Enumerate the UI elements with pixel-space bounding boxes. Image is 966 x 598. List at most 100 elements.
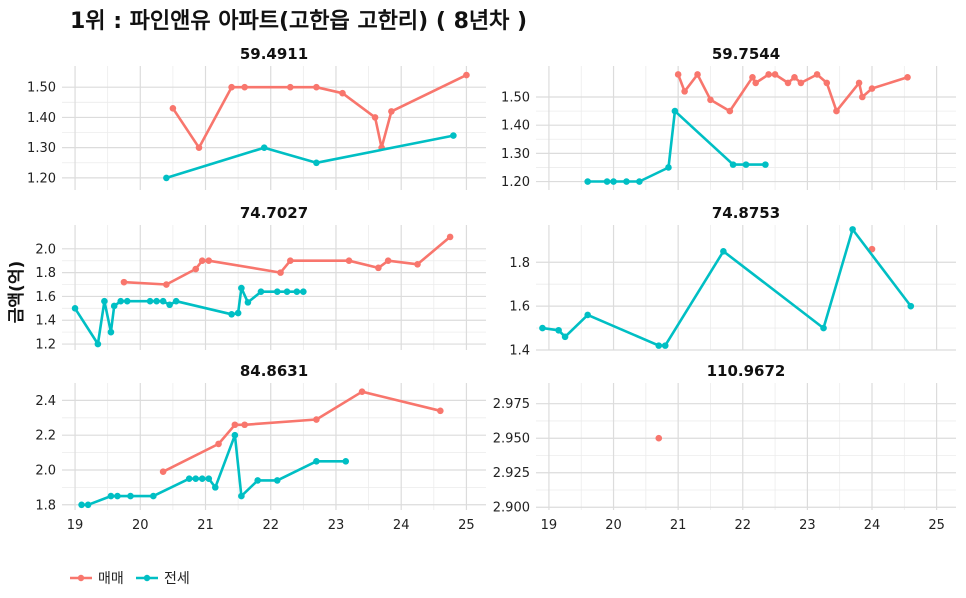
legend: 매매 전세: [70, 571, 190, 587]
data-point: [726, 107, 734, 115]
data-point: [791, 73, 798, 81]
data-point: [238, 492, 245, 500]
data-point: [293, 288, 301, 295]
x-tick-label: 19: [541, 518, 558, 533]
panel-74-8753: 74.8753 1.4 1.6 1.8: [509, 204, 956, 359]
data-point: [159, 468, 167, 476]
data-point: [707, 96, 714, 104]
data-point: [260, 144, 268, 151]
data-point: [655, 434, 663, 442]
panel-59-7544: 59.7544 1.20 1.30 1.40 1.50: [501, 45, 956, 190]
panel-110-9672: 110.9672 2.900 2.925 2.950 2.975 19 20 21 22 23 24…: [493, 362, 956, 533]
y-tick-label: 2.0: [35, 463, 56, 478]
panel-title: 74.7027: [240, 204, 308, 222]
data-point: [771, 71, 779, 78]
data-point: [358, 388, 366, 395]
data-point: [231, 431, 239, 439]
x-tick-label: 20: [132, 518, 149, 533]
data-point: [859, 93, 866, 101]
panel-grid: [62, 66, 486, 190]
legend-label-jeonse: 전세: [164, 571, 190, 587]
data-point: [228, 83, 235, 91]
data-point: [749, 73, 756, 81]
x-tick-label: 24: [393, 518, 410, 533]
series-line: [171, 73, 467, 149]
y-tick-label: 1.2: [35, 338, 56, 353]
x-tick-label: 19: [67, 518, 84, 533]
data-point: [211, 484, 219, 491]
x-tick-label: 24: [864, 518, 881, 533]
series-sale: [655, 434, 663, 442]
data-point: [610, 178, 617, 185]
y-tick-label: 1.50: [27, 81, 56, 96]
y-tick-label: 1.8: [509, 256, 530, 271]
y-tick-label: 1.8: [35, 498, 56, 513]
data-point: [107, 328, 115, 336]
data-point: [665, 164, 672, 171]
data-point: [904, 73, 911, 81]
series-sale: [120, 233, 454, 288]
y-tick-label: 1.40: [501, 119, 530, 134]
panel-title: 59.7544: [712, 45, 780, 63]
x-tick-label: 22: [734, 518, 751, 533]
chart-title: 1위 : 파인앤유 아파트(고한읍 고한리) ( 8년차 ): [70, 9, 527, 34]
data-point: [244, 299, 252, 306]
data-point: [384, 257, 392, 265]
data-point: [94, 340, 102, 348]
data-point: [300, 288, 307, 295]
panel-grid: [62, 383, 486, 510]
panel-grid: [536, 66, 956, 190]
y-tick-label: 1.30: [501, 147, 530, 162]
data-point: [655, 342, 663, 349]
data-point: [257, 288, 265, 295]
data-point: [584, 178, 591, 185]
data-point: [198, 475, 206, 482]
data-point: [283, 288, 291, 295]
series-sale: [159, 388, 444, 476]
data-point: [833, 107, 840, 115]
y-tick-label: 1.4: [509, 344, 530, 359]
data-point: [172, 297, 180, 305]
data-point: [603, 178, 611, 185]
data-point: [107, 492, 115, 500]
x-tick-label: 25: [928, 518, 945, 533]
data-point: [681, 88, 688, 95]
data-point: [584, 311, 591, 319]
data-point: [345, 257, 353, 265]
data-point: [414, 260, 421, 268]
data-point: [185, 475, 193, 482]
data-point: [636, 178, 643, 185]
data-point: [228, 310, 235, 318]
y-tick-label: 1.50: [501, 91, 530, 106]
data-point: [195, 144, 203, 151]
series-line: [166, 134, 454, 180]
panel-grid: [536, 225, 956, 351]
data-point: [215, 440, 222, 448]
data-point: [313, 416, 320, 423]
data-point: [907, 302, 915, 310]
y-tick-label: 1.6: [509, 300, 530, 315]
series-line: [587, 109, 766, 183]
data-point: [849, 226, 856, 233]
data-point: [241, 83, 248, 91]
y-tick-label: 1.4: [35, 314, 56, 329]
series-sale: [169, 71, 470, 151]
x-tick-label: 21: [670, 518, 687, 533]
data-point: [114, 492, 121, 500]
data-point: [784, 79, 792, 87]
data-point: [661, 342, 669, 349]
panel-grid: [536, 383, 956, 510]
data-point: [450, 132, 457, 139]
data-point: [313, 159, 320, 167]
data-point: [159, 297, 167, 305]
data-point: [238, 284, 245, 292]
data-point: [287, 257, 294, 265]
data-point: [446, 233, 454, 241]
data-point: [375, 264, 382, 272]
series-jeonse: [584, 107, 769, 185]
data-point: [623, 178, 630, 185]
data-point: [84, 501, 92, 509]
data-point: [153, 297, 160, 305]
data-point: [163, 281, 170, 288]
